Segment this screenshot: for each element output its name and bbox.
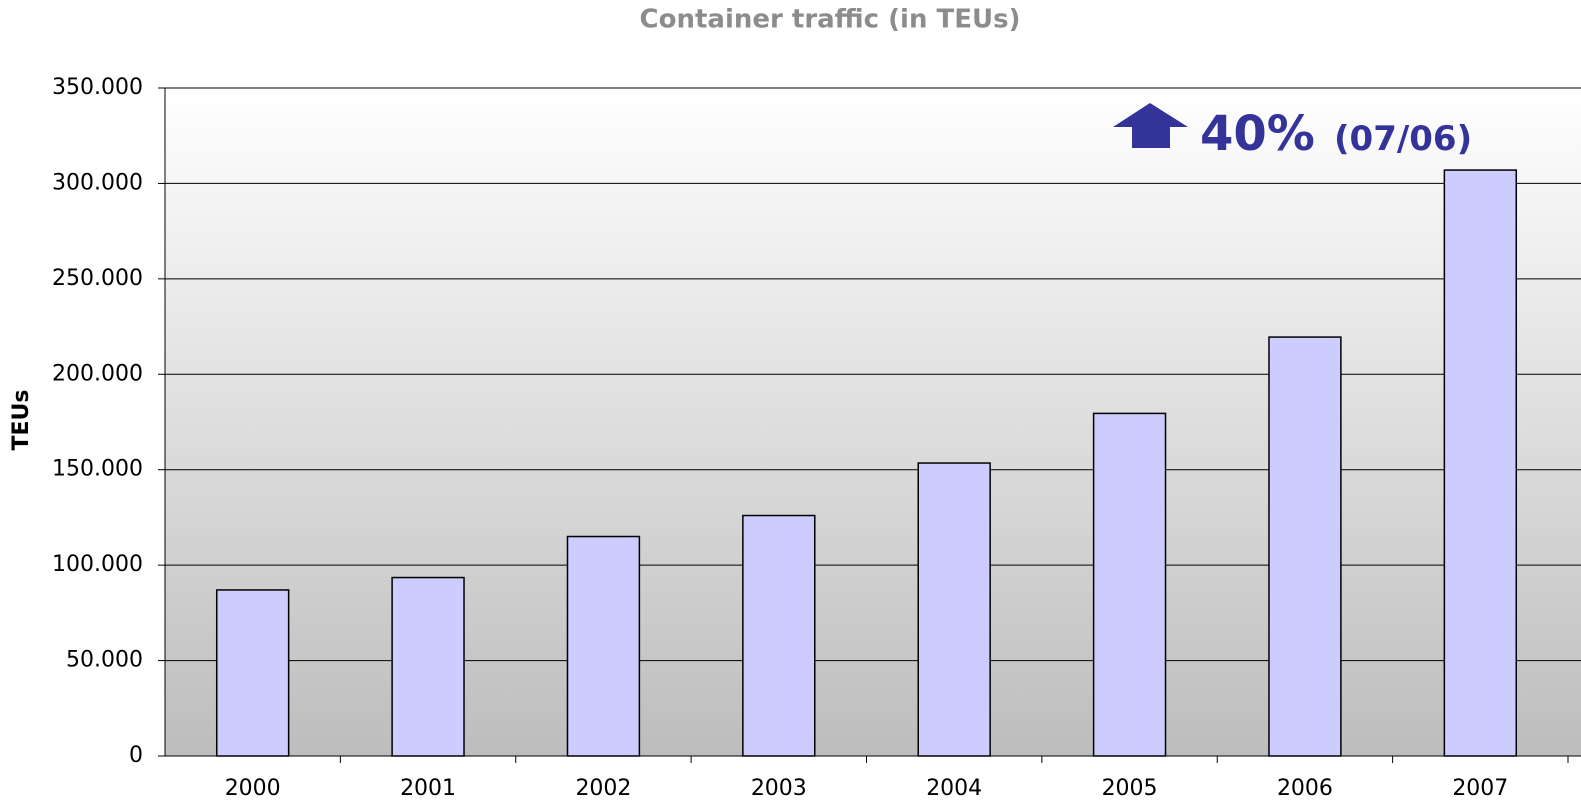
x-tick-label: 2006 <box>1277 776 1333 801</box>
bar <box>566 535 641 757</box>
up-arrow <box>1113 103 1188 148</box>
y-axis-label: TEUs <box>9 390 34 451</box>
x-tick-label: 2001 <box>400 776 456 801</box>
bar <box>215 589 290 757</box>
bar <box>391 576 465 757</box>
x-tick-label: 2002 <box>575 776 631 801</box>
y-tick-label: 100.000 <box>52 552 143 577</box>
annotation-value: 40% <box>1200 106 1315 162</box>
y-tick-label: 0 <box>129 743 143 768</box>
y-tick-label: 200.000 <box>52 361 143 386</box>
y-tick-label: 150.000 <box>52 457 143 482</box>
y-tick-label: 350.000 <box>52 75 143 100</box>
y-tick-label: 250.000 <box>52 266 143 291</box>
bar <box>917 462 991 757</box>
annotation-note: (07/06) <box>1334 119 1472 159</box>
bar <box>1092 412 1167 757</box>
chart-title: Container traffic (in TEUs) <box>640 5 1021 35</box>
y-tick-label: 50.000 <box>66 648 143 673</box>
bar <box>742 514 816 757</box>
x-tick-label: 2000 <box>225 776 281 801</box>
x-tick-label: 2005 <box>1102 776 1158 801</box>
x-tick-label: 2007 <box>1452 776 1508 801</box>
bar <box>1443 169 1518 757</box>
bar <box>1268 336 1342 757</box>
y-tick-label: 300.000 <box>52 170 143 195</box>
x-tick-label: 2003 <box>751 776 807 801</box>
x-tick-label: 2004 <box>926 776 982 801</box>
plot-area <box>165 88 1581 756</box>
